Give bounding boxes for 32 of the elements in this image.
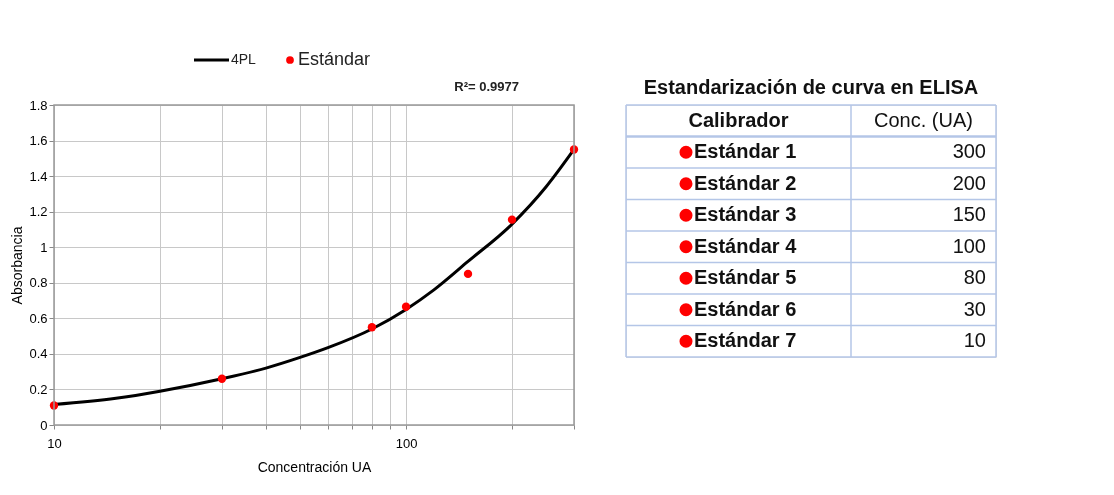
data-label: 10 [963,329,986,352]
x-axis-title: Concentración UA [257,458,372,475]
legend-label: 4PL [231,51,257,67]
data-label: 200 [952,171,986,194]
y-tick-label: 1.2 [29,204,48,220]
y-tick-label: 0 [40,417,48,433]
y-axis-title: Absorbancia [9,226,26,305]
text: R²= 0.9977 [454,79,519,94]
y-tick-label: 0.2 [29,381,48,397]
category-label: Estándar 3 [694,203,797,226]
category-label: Estándar 5 [694,266,797,289]
category-label: Estándar 6 [694,297,797,320]
legend-label: Estándar [298,49,371,69]
y-tick-label: 0.4 [29,346,48,362]
category-label: Estándar 4 [694,234,798,257]
category-label: Estándar 2 [694,171,797,194]
y-tick-label: 1.8 [29,97,48,113]
data-label: 100 [952,234,986,257]
data-label: 300 [952,140,986,163]
y-tick-label: 0.8 [29,275,48,291]
text: Estandarización de curva en ELISA [643,76,979,99]
category-label: Estándar 7 [694,329,797,352]
y-tick-label: 1 [40,239,48,255]
data-label: 30 [963,297,986,320]
y-tick-label: 0.6 [29,310,48,326]
y-tick-label: 1.4 [29,168,48,184]
data-label: 80 [963,266,986,289]
y-tick-label: 1.6 [29,133,48,149]
text: Conc. (UA) [874,108,973,131]
data-label: 150 [952,203,986,226]
text: Calibrador [688,108,789,131]
category-label: Estándar 1 [694,140,797,163]
